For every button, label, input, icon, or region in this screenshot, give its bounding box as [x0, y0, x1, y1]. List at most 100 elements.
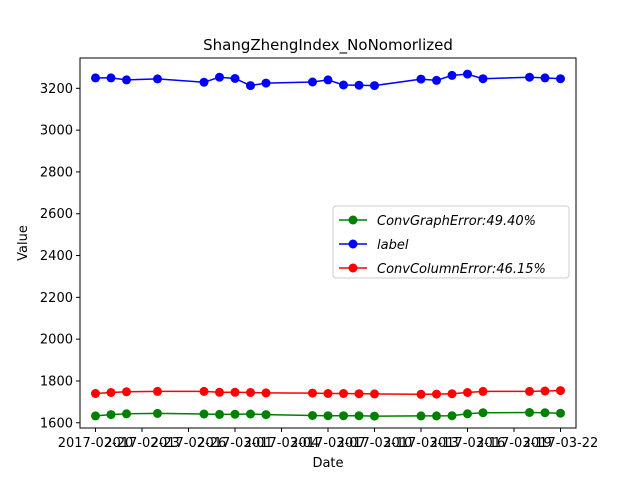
data-point-conv-graph-error	[308, 411, 317, 420]
y-tick-label: 1600	[40, 416, 73, 431]
data-point-label	[122, 75, 131, 85]
series-line-label	[95, 73, 561, 87]
data-point-conv-column-error	[215, 387, 224, 397]
data-point-label	[447, 70, 457, 80]
data-point-conv-graph-error	[230, 409, 240, 419]
x-tick-label: 2017-03-19	[476, 436, 552, 451]
data-point-conv-graph-error	[122, 409, 131, 419]
data-point-conv-column-error	[122, 387, 131, 397]
x-axis-label: Date	[312, 456, 343, 471]
data-point-conv-column-error	[91, 389, 100, 398]
data-point-label	[463, 69, 472, 79]
data-point-conv-column-error	[354, 389, 364, 399]
data-point-label	[323, 75, 333, 85]
x-tick-label: 2017-02-23	[104, 436, 180, 451]
data-point-conv-graph-error	[261, 410, 271, 420]
data-point-conv-graph-error	[199, 409, 209, 419]
x-tick-label: 2017-03-10	[337, 436, 413, 451]
data-point-label	[106, 73, 116, 83]
data-point-conv-column-error	[525, 386, 534, 396]
data-point-conv-column-error	[199, 386, 209, 396]
data-point-label	[246, 81, 255, 91]
data-point-conv-graph-error	[106, 410, 116, 420]
x-tick-label: 2017-02-20	[58, 436, 134, 451]
data-point-conv-graph-error	[323, 411, 333, 421]
data-point-conv-column-error	[153, 386, 162, 396]
data-point-label	[556, 74, 565, 84]
legend-label-conv-graph-error: ConvGraphError:49.40%	[377, 214, 536, 229]
y-tick-label: 3200	[40, 82, 73, 97]
legend-box	[332, 205, 570, 279]
data-point-conv-graph-error	[447, 411, 457, 421]
legend-marker-conv-graph-error	[348, 215, 358, 225]
y-tick-label: 2000	[40, 333, 73, 348]
data-point-conv-graph-error	[339, 411, 348, 421]
y-tick-label: 2800	[40, 165, 73, 180]
data-point-conv-column-error	[370, 389, 379, 399]
data-point-conv-column-error	[432, 389, 441, 399]
data-point-conv-graph-error	[463, 409, 472, 419]
data-point-conv-graph-error	[540, 408, 550, 418]
data-point-conv-graph-error	[91, 411, 100, 421]
data-point-label	[199, 77, 209, 87]
x-tick-label: 2017-03-07	[290, 436, 366, 451]
data-point-conv-column-error	[308, 388, 317, 398]
data-point-conv-graph-error	[370, 411, 379, 421]
data-point-conv-graph-error	[153, 408, 162, 418]
x-tick-label: 2017-03-22	[523, 436, 599, 451]
data-point-label	[91, 73, 100, 83]
data-point-conv-graph-error	[354, 411, 364, 421]
data-point-conv-column-error	[463, 388, 472, 397]
data-point-label	[478, 74, 488, 84]
y-tick-label: 2400	[40, 249, 73, 264]
series-line-conv-column-error	[95, 389, 561, 396]
data-point-conv-column-error	[261, 388, 271, 398]
data-point-conv-column-error	[540, 386, 550, 396]
axes: 1600 1800 2000 2200 2400 2600 2800 3000 3200 2017…	[40, 57, 599, 451]
y-tick-label: 2600	[40, 207, 73, 222]
data-point-label	[416, 74, 426, 84]
data-point-label	[354, 80, 364, 90]
legend-marker-label	[348, 239, 358, 249]
x-tick-label: 2017-03-04	[244, 436, 320, 451]
data-point-label	[308, 77, 317, 87]
data-point-label	[540, 73, 550, 83]
x-tick-label: 2017-03-16	[430, 436, 506, 451]
data-point-label	[370, 81, 379, 91]
data-point-label	[153, 74, 162, 84]
y-tick-label: 3000	[40, 124, 73, 139]
series-line-conv-graph-error	[95, 411, 561, 417]
data-point-label	[215, 72, 224, 82]
data-point-conv-graph-error	[478, 408, 488, 418]
data-point-label	[432, 75, 441, 85]
data-point-conv-column-error	[323, 389, 333, 398]
y-tick-label: 2200	[40, 291, 73, 306]
data-point-conv-column-error	[556, 386, 565, 396]
y-axis-label: Value	[16, 225, 31, 261]
data-point-conv-column-error	[447, 389, 457, 399]
data-point-label	[261, 78, 271, 88]
data-point-conv-column-error	[339, 389, 348, 398]
legend-label-label: label	[377, 238, 409, 253]
data-point-label	[525, 72, 534, 82]
x-tick-label: 2017-03-01	[197, 436, 273, 451]
data-point-conv-column-error	[246, 388, 255, 397]
x-tick-label: 2017-02-26	[151, 436, 227, 451]
data-point-label	[339, 80, 348, 90]
y-tick-label: 1800	[40, 374, 73, 389]
data-point-conv-graph-error	[525, 408, 534, 417]
legend-marker-conv-column-error	[348, 263, 358, 273]
plot-area	[91, 69, 565, 421]
legend: ConvGraphError:49.40% label ConvColumnErro…	[332, 205, 570, 279]
x-tick-label: 2017-03-13	[383, 436, 459, 451]
data-point-conv-column-error	[478, 386, 488, 396]
legend-label-conv-column-error: ConvColumnError:46.15%	[377, 262, 546, 277]
data-point-conv-column-error	[106, 388, 116, 397]
data-point-label	[230, 74, 240, 83]
data-point-conv-graph-error	[432, 411, 441, 421]
data-point-conv-graph-error	[215, 409, 224, 419]
chart-title: ShangZhengIndex_NoNomorlized	[203, 36, 453, 55]
data-point-conv-graph-error	[556, 408, 565, 418]
data-point-conv-column-error	[416, 389, 426, 399]
